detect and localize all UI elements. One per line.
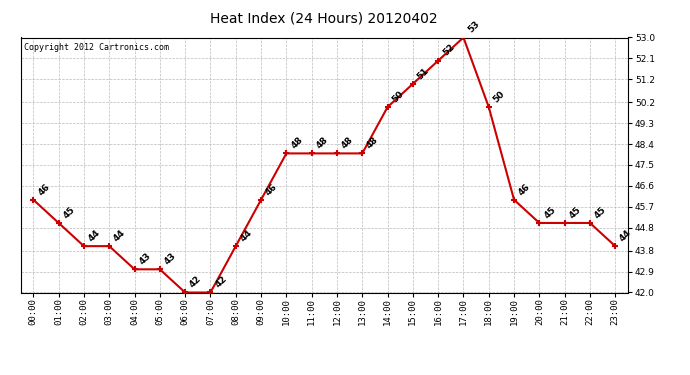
Text: Copyright 2012 Cartronics.com: Copyright 2012 Cartronics.com	[23, 43, 169, 52]
Text: 44: 44	[239, 228, 254, 243]
Text: 46: 46	[517, 182, 532, 197]
Text: 50: 50	[391, 89, 406, 104]
Text: 45: 45	[542, 205, 558, 220]
Text: 42: 42	[213, 274, 228, 290]
Text: 51: 51	[415, 66, 431, 81]
Text: Heat Index (24 Hours) 20120402: Heat Index (24 Hours) 20120402	[210, 11, 438, 25]
Text: 52: 52	[441, 43, 456, 58]
Text: 48: 48	[315, 135, 330, 151]
Text: 45: 45	[567, 205, 583, 220]
Text: 43: 43	[163, 251, 178, 267]
Text: 48: 48	[365, 135, 380, 151]
Text: 42: 42	[188, 274, 204, 290]
Text: 44: 44	[112, 228, 128, 243]
Text: 48: 48	[289, 135, 304, 151]
Text: 44: 44	[87, 228, 102, 243]
Text: 53: 53	[466, 20, 482, 35]
Text: 43: 43	[137, 251, 152, 267]
Text: 44: 44	[618, 228, 633, 243]
Text: 45: 45	[61, 205, 77, 220]
Text: 50: 50	[491, 89, 506, 104]
Text: 48: 48	[339, 135, 355, 151]
Text: 46: 46	[264, 182, 279, 197]
Text: 45: 45	[593, 205, 608, 220]
Text: 46: 46	[36, 182, 52, 197]
